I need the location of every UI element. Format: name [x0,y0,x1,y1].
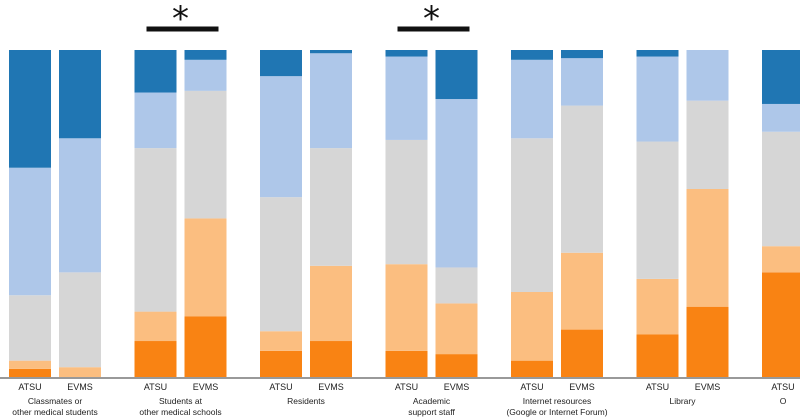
bar-segment-g1-b0-s1 [134,311,177,342]
bar-segment-g4-b1-s0 [561,329,603,377]
bar-segment-g3-b0-s3 [385,56,428,140]
bar-label-g5-b1: EVMS [695,382,721,392]
bar-segment-g2-b0-s3 [260,76,302,198]
bar-segment-g1-b1-s3 [184,59,227,91]
bar-segment-g1-b0-s2 [134,148,177,312]
bar-segment-g0-b0-s1 [9,360,51,369]
bar-segment-g5-b1-s1 [686,188,729,307]
bar-segment-g1-b1-s2 [184,90,227,219]
group-label-g1-line0: Students at [159,396,203,406]
bar-segment-g6-b0-s2 [762,131,800,247]
bar-segment-g0-b0-s4 [9,50,51,168]
bar-segment-g4-b1-s4 [561,50,603,59]
significance-layer: * * [146,0,470,39]
bar-segment-g3-b0-s1 [385,264,428,351]
bar-segment-g0-b1-s4 [59,50,101,139]
bar-label-g1-b0: ATSU [144,382,167,392]
bar-segment-g3-b1-s2 [435,267,478,304]
bar-label-g0-b1: EVMS [67,382,93,392]
bar-segment-g4-b0-s2 [511,138,553,292]
bar-label-g4-b1: EVMS [569,382,595,392]
bar-segment-g0-b1-s2 [59,272,101,368]
bar-segment-g4-b0-s4 [511,50,553,60]
group-label-g0-line0: Classmates or [28,396,82,406]
group-label-g5-line0: Library [670,396,697,406]
bar-segment-g2-b1-s3 [310,53,352,149]
bar-label-g3-b1: EVMS [444,382,470,392]
bar-segment-g2-b0-s2 [260,197,302,332]
bar-segment-g4-b1-s3 [561,58,603,106]
group-label-g2-line0: Residents [287,396,325,406]
bar-segment-g3-b0-s4 [385,50,428,57]
bar-segment-g5-b1-s3 [686,50,729,101]
bar-label-g2-b0: ATSU [269,382,292,392]
bar-segment-g0-b0-s0 [9,368,51,377]
bar-segment-g6-b0-s1 [762,246,800,273]
group-label-g4-line1: (Google or Internet Forum) [506,407,607,417]
bar-segment-g2-b1-s2 [310,148,352,266]
bar-segment-g1-b0-s4 [134,50,177,93]
bar-segment-g0-b0-s2 [9,295,51,361]
bar-segment-g1-b1-s0 [184,316,227,377]
bar-segment-g1-b0-s3 [134,92,177,149]
bar-segment-g3-b1-s1 [435,303,478,355]
bar-segment-g5-b1-s0 [686,306,729,377]
bar-label-g4-b0: ATSU [520,382,543,392]
bar-segment-g1-b1-s1 [184,218,227,317]
bar-segment-g6-b0-s3 [762,103,800,132]
bar-segment-g0-b0-s3 [9,167,51,296]
group-label-g6-line0: O [780,396,787,406]
bar-label-g5-b0: ATSU [646,382,669,392]
bar-segment-g4-b1-s1 [561,252,603,330]
bar-segment-g4-b0-s0 [511,360,553,377]
bar-segment-g6-b0-s4 [762,50,800,104]
bar-segment-g3-b1-s4 [435,50,478,100]
bar-label-g2-b1: EVMS [318,382,344,392]
bar-segment-g6-b0-s0 [762,272,800,377]
bar-segment-g2-b1-s4 [310,50,352,54]
bar-segment-g5-b1-s2 [686,100,729,189]
bar-segment-g2-b0-s1 [260,331,302,351]
bar-segment-g3-b1-s3 [435,99,478,268]
bar-segment-g2-b0-s0 [260,350,302,377]
bar-segment-g5-b0-s0 [636,334,679,377]
bar-segment-g3-b1-s0 [435,354,478,377]
bar-segment-g1-b0-s0 [134,341,177,377]
bar-segment-g5-b0-s4 [636,50,679,57]
bar-label-g1-b1: EVMS [193,382,219,392]
significance-asterisk-g1: * [172,0,189,39]
bar-segment-g4-b0-s3 [511,59,553,139]
group-label-g4-line0: Internet resources [523,396,592,406]
group-label-g0-line1: other medical students [12,407,98,417]
bar-segment-g3-b0-s0 [385,350,428,377]
bar-segment-g5-b0-s3 [636,56,679,142]
bar-segment-g4-b1-s2 [561,105,603,253]
bar-label-g0-b0: ATSU [18,382,41,392]
bars-layer [9,50,800,377]
bar-segment-g5-b0-s1 [636,278,679,335]
significance-asterisk-g3: * [423,0,440,39]
group-label-g3-line1: support staff [408,407,455,417]
bar-segment-g0-b1-s1 [59,367,101,377]
bar-label-g6-b0: ATSU [771,382,794,392]
bar-segment-g5-b0-s2 [636,141,679,279]
group-label-g3-line0: Academic [413,396,451,406]
bar-segment-g4-b0-s1 [511,291,553,361]
group-label-g1-line1: other medical schools [139,407,221,417]
bar-label-g3-b0: ATSU [395,382,418,392]
bar-segment-g2-b1-s0 [310,341,352,377]
bar-segment-g2-b0-s4 [260,50,302,77]
bar-segment-g3-b0-s2 [385,139,428,265]
bar-segment-g2-b1-s1 [310,265,352,342]
bar-segment-g1-b1-s4 [184,50,227,60]
bar-segment-g0-b1-s3 [59,138,101,273]
